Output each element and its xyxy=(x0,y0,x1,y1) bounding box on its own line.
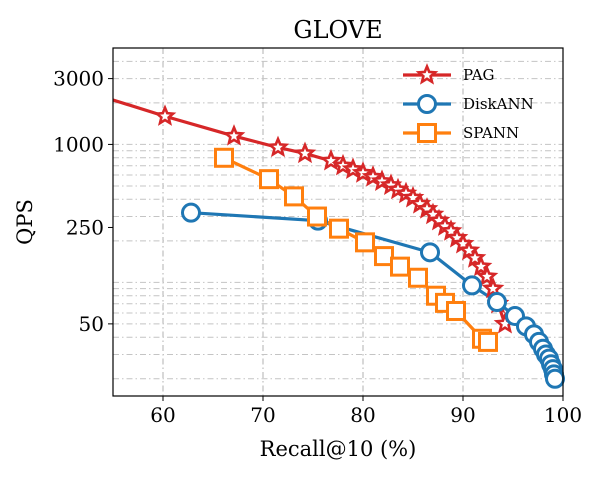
diskann-data-point xyxy=(545,368,565,389)
legend-diskann-label: DiskANN xyxy=(463,95,534,113)
x-axis-ticks: 60 70 80 90 100 xyxy=(150,396,582,427)
y-tick-label: 250 xyxy=(66,215,104,239)
x-tick-label: 100 xyxy=(544,403,582,427)
chart-title: GLOVE xyxy=(293,16,382,44)
pag-data-point xyxy=(481,276,505,299)
spann-data-point xyxy=(355,232,375,253)
spann-data-point xyxy=(307,206,327,227)
x-tick-label: 90 xyxy=(450,403,475,427)
spann-data-point xyxy=(329,218,349,239)
y-tick-label: 1000 xyxy=(53,132,104,156)
diskann-data-point xyxy=(181,202,201,223)
x-axis-label: Recall@10 (%) xyxy=(260,437,417,461)
series-markers xyxy=(153,104,565,389)
x-tick-label: 60 xyxy=(150,403,175,427)
legend: PAG DiskANN SPANN xyxy=(403,63,534,143)
legend-diskann-marker xyxy=(417,94,437,114)
legend-spann-marker xyxy=(417,123,437,143)
spann-data-point xyxy=(478,331,498,352)
spann-data-point xyxy=(446,300,466,321)
legend-pag-label: PAG xyxy=(463,66,495,84)
spann-data-point xyxy=(259,169,279,190)
y-axis-ticks: 50 250 1000 3000 xyxy=(53,67,113,336)
plot-frame xyxy=(112,47,564,397)
pag-data-point xyxy=(222,124,246,146)
pag-data-point xyxy=(266,135,290,158)
legend-spann-label: SPANN xyxy=(463,124,519,142)
y-tick-label: 3000 xyxy=(53,67,104,91)
y-axis-label: QPS xyxy=(13,199,37,245)
spann-data-point xyxy=(408,267,428,288)
spann-data-point xyxy=(390,256,410,277)
x-tick-label: 80 xyxy=(350,403,375,427)
diskann-data-point xyxy=(462,275,482,296)
pag-data-point xyxy=(293,141,317,164)
pag-data-point xyxy=(153,104,177,126)
spann-data-point xyxy=(284,186,304,207)
x-tick-label: 70 xyxy=(250,403,275,427)
pag-data-point xyxy=(475,264,499,287)
diskann-data-point xyxy=(487,292,507,313)
y-tick-label: 50 xyxy=(79,312,104,336)
diskann-data-point xyxy=(420,242,440,263)
legend-pag-marker xyxy=(415,63,439,85)
spann-data-point xyxy=(374,246,394,267)
spann-data-point xyxy=(214,147,234,168)
